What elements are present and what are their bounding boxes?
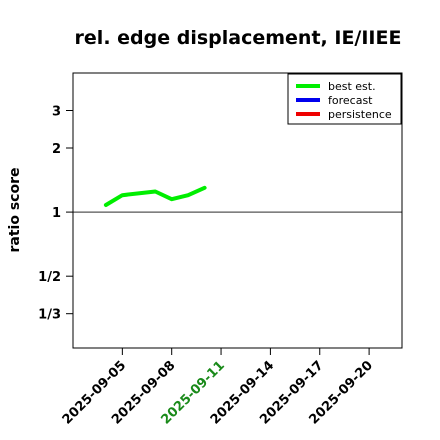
y-tick-label: 3 bbox=[52, 104, 61, 119]
y-tick-label: 1/3 bbox=[38, 308, 61, 323]
y-tick-label: 1/2 bbox=[38, 270, 61, 285]
legend-label: best est. bbox=[328, 80, 376, 93]
legend-label: forecast bbox=[328, 94, 373, 107]
y-tick-label: 2 bbox=[52, 142, 61, 157]
series-line-best-est- bbox=[103, 185, 207, 207]
chart-title: rel. edge displacement, IE/IIEE bbox=[75, 27, 402, 49]
legend-label: persistence bbox=[328, 108, 392, 121]
y-axis-label: ratio score bbox=[7, 168, 23, 253]
y-tick-label: 1 bbox=[52, 206, 61, 221]
plot-area bbox=[72, 72, 403, 349]
